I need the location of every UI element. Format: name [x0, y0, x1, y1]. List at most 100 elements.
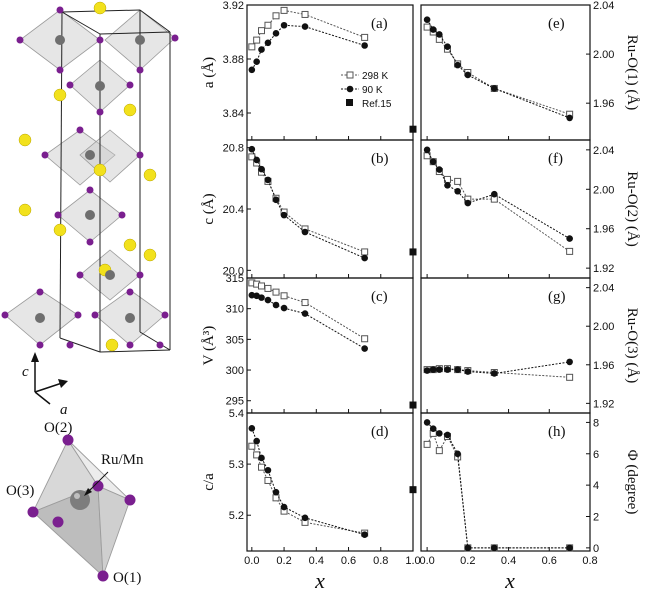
y-tick-label-h: 4: [593, 480, 599, 492]
data-point-90k: [491, 545, 498, 552]
panel-h: 024680.0 0.2 0.4 0.6 0.8(h)Φ (degree): [419, 413, 640, 567]
o-atom: [87, 239, 94, 246]
y-tick-label-d: 5.2: [229, 510, 244, 522]
data-point-ref15: [410, 402, 417, 409]
data-point-90k: [491, 191, 498, 198]
o-atom: [17, 37, 24, 44]
o-atom: [75, 312, 82, 319]
data-point-90k: [302, 514, 309, 521]
ru-atom: [135, 35, 145, 45]
x-tick-label-d: 0.6: [341, 555, 356, 567]
y-tick-label-c: 295: [226, 396, 244, 408]
o-atom: [67, 342, 74, 349]
y-tick-label-h: 2: [593, 512, 599, 524]
data-point-298k: [424, 441, 430, 447]
y-tick-label-f: 1.92: [593, 263, 614, 275]
y-axis-label-c: V (Å³): [201, 326, 217, 366]
data-point-90k: [302, 310, 309, 317]
x-tick-label-d: 1.0: [405, 555, 420, 567]
data-point-90k: [430, 366, 437, 373]
y-tick-label-f: 2.00: [593, 184, 614, 196]
data-point-90k: [281, 305, 288, 312]
y-tick-label-e: 2.04: [593, 0, 614, 12]
legend-label-298k: 298 K: [362, 71, 388, 82]
data-point-90k: [424, 147, 431, 154]
data-point-298k: [273, 289, 279, 295]
ru-atom: [85, 210, 95, 220]
data-point-90k: [436, 430, 443, 437]
y-axis-label-h: Φ (degree): [624, 450, 640, 515]
b-axis-arrow: [35, 392, 50, 404]
sr-atom: [106, 339, 118, 351]
data-point-90k: [281, 504, 288, 511]
legend-marker-298k: [347, 72, 353, 78]
data-point-90k: [361, 345, 368, 352]
x-axis-label-right: x: [504, 568, 515, 593]
data-point-298k: [424, 24, 430, 30]
ru-atom: [95, 81, 105, 91]
ru-atom: [35, 313, 45, 323]
legend-label-ref15: Ref.15: [362, 99, 392, 110]
y-tick-label-h: 6: [593, 449, 599, 461]
y-tick-label-c: 315: [226, 273, 244, 285]
data-point-298k: [273, 13, 279, 19]
sr-atom: [54, 89, 66, 101]
data-point-90k: [253, 157, 260, 164]
legend-marker-90k: [347, 86, 354, 93]
legend-marker-ref15: [346, 99, 353, 106]
o-atom: [87, 187, 94, 194]
data-point-298k: [362, 249, 368, 255]
ru-mn-highlight: [74, 493, 80, 499]
data-point-90k: [491, 370, 498, 377]
data-point-90k: [258, 166, 265, 173]
sr-atom: [124, 104, 136, 116]
panel-label-c: (c): [371, 289, 388, 305]
ru-atom: [105, 270, 115, 280]
data-point-90k: [424, 419, 431, 426]
data-point-298k: [362, 34, 368, 40]
data-point-90k: [454, 188, 461, 195]
data-point-90k: [430, 425, 437, 432]
sr-atom: [94, 2, 106, 14]
sr-atom: [19, 204, 31, 216]
data-point-90k: [454, 62, 461, 69]
data-point-90k: [454, 366, 461, 373]
data-point-90k: [465, 200, 472, 207]
sr-atom: [124, 239, 136, 251]
data-point-90k: [444, 432, 451, 439]
o-atom: [125, 495, 136, 506]
data-point-90k: [424, 16, 431, 23]
panel-frame-f: [421, 140, 590, 278]
y-tick-label-d: 5.3: [229, 459, 244, 471]
data-point-90k: [436, 31, 443, 38]
x-tick-label-d: 0.8: [373, 555, 388, 567]
data-point-90k: [265, 467, 272, 474]
y-tick-label-h: 8: [593, 417, 599, 429]
x-tick-label-h: 0.8: [582, 555, 597, 567]
data-point-298k: [567, 374, 573, 380]
data-point-298k: [265, 477, 271, 483]
o-atom: [92, 312, 99, 319]
a-axis-label: a: [60, 402, 68, 418]
x-tick-label-h: 0.6: [542, 555, 557, 567]
x-tick-label-d: 0.4: [309, 555, 324, 567]
data-point-90k: [465, 368, 472, 375]
panel-label-h: (h): [548, 424, 566, 440]
c-axis-label: c: [22, 364, 29, 380]
data-point-90k: [249, 425, 256, 432]
data-point-90k: [430, 26, 437, 33]
x-tick-label-h: 0.2: [460, 555, 475, 567]
panel-label-d: (d): [371, 424, 389, 440]
data-point-ref15: [410, 486, 417, 493]
ru-atom: [85, 150, 95, 160]
o-atom: [67, 82, 74, 89]
panel-frame-c: [247, 278, 413, 413]
y-tick-label-g: 2.00: [593, 321, 614, 333]
data-point-298k: [455, 178, 461, 184]
series-line-h: [427, 422, 569, 548]
y-tick-label-c: 310: [226, 304, 244, 316]
sr-atom: [54, 224, 66, 236]
data-point-298k: [265, 22, 271, 28]
legend-label-90k: 90 K: [362, 85, 383, 96]
data-point-90k: [273, 489, 280, 496]
